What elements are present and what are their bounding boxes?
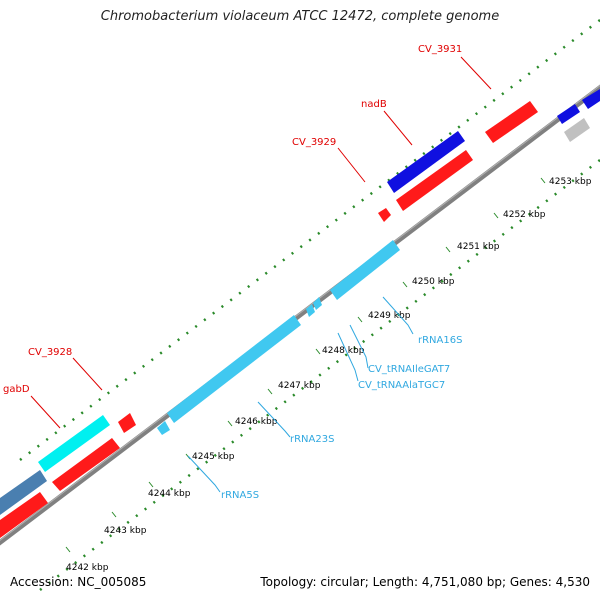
- gene-blue-a[interactable]: [557, 104, 580, 124]
- gene-labels: CV_3931 nadB CV_3929 CV_3928 gabD: [3, 44, 462, 395]
- scale-label: 4251 kbp: [457, 242, 500, 252]
- scale-label: 4248 kbp: [322, 346, 365, 356]
- gene-gabD[interactable]: [52, 438, 120, 491]
- gene-small-red[interactable]: [378, 208, 391, 222]
- backbone-line: [0, 84, 600, 546]
- label-rrna5s[interactable]: rRNA5S: [221, 490, 259, 501]
- feature-trna-ala[interactable]: [306, 304, 315, 317]
- scale-label: 4242 kbp: [66, 563, 109, 573]
- feature-rrna16s[interactable]: [330, 240, 400, 300]
- scale-label: 4246 kbp: [235, 417, 278, 427]
- rrna-features: [157, 240, 400, 435]
- scale-labels: 4242 kbp 4243 kbp 4244 kbp 4245 kbp 4246…: [66, 177, 592, 573]
- scale-label: 4249 kbp: [368, 311, 411, 321]
- label-cv3931[interactable]: CV_3931: [418, 44, 462, 55]
- gene-leaders: [30, 56, 492, 429]
- scale-label: 4244 kbp: [148, 489, 191, 499]
- gene-steel[interactable]: [0, 470, 47, 515]
- scale-label: 4247 kbp: [278, 381, 321, 391]
- scale-ticks: [65, 177, 546, 553]
- scale-label: 4252 kbp: [503, 210, 546, 220]
- label-gabD[interactable]: gabD: [3, 384, 30, 395]
- feature-rrna23s[interactable]: [167, 315, 301, 423]
- gene-features: [0, 89, 600, 538]
- label-trna-ile[interactable]: CV_tRNAIleGAT7: [368, 364, 450, 375]
- genome-summary-text: Topology: circular; Length: 4,751,080 bp…: [260, 575, 590, 589]
- scale-label: 4243 kbp: [104, 526, 147, 536]
- gene-cv3929[interactable]: [396, 150, 473, 211]
- label-rrna23s[interactable]: rRNA23S: [290, 434, 334, 445]
- gene-cv3928[interactable]: [38, 415, 110, 472]
- accession-text: Accession: NC_005085: [10, 575, 147, 589]
- rna-leaders: [187, 296, 414, 493]
- inner-tick-ring: [39, 159, 600, 591]
- label-nadB[interactable]: nadB: [361, 99, 387, 110]
- gene-blue-b[interactable]: [582, 89, 600, 109]
- rna-labels: rRNA16S CV_tRNAIleGAT7 CV_tRNAAlaTGC7 rR…: [221, 335, 462, 501]
- scale-label: 4245 kbp: [192, 452, 235, 462]
- backbone-highlight: [0, 84, 600, 542]
- feature-trna-ile[interactable]: [313, 297, 322, 310]
- label-cv3928[interactable]: CV_3928: [28, 347, 72, 358]
- gene-red-right[interactable]: [118, 413, 136, 433]
- gene-red-left[interactable]: [0, 492, 48, 538]
- gene-cv3931[interactable]: [485, 101, 538, 143]
- map-title: Chromobacterium violaceum ATCC 12472, co…: [100, 9, 500, 24]
- scale-label: 4253 kbp: [549, 177, 592, 187]
- label-rrna16s[interactable]: rRNA16S: [418, 335, 462, 346]
- label-trna-ala[interactable]: CV_tRNAAlaTGC7: [358, 380, 445, 391]
- outer-tick-ring: [19, 19, 600, 461]
- label-cv3929[interactable]: CV_3929: [292, 137, 336, 148]
- gene-nadB[interactable]: [387, 131, 465, 193]
- scale-label: 4250 kbp: [412, 277, 455, 287]
- gene-grey[interactable]: [564, 118, 590, 142]
- feature-rrna5s[interactable]: [157, 421, 170, 435]
